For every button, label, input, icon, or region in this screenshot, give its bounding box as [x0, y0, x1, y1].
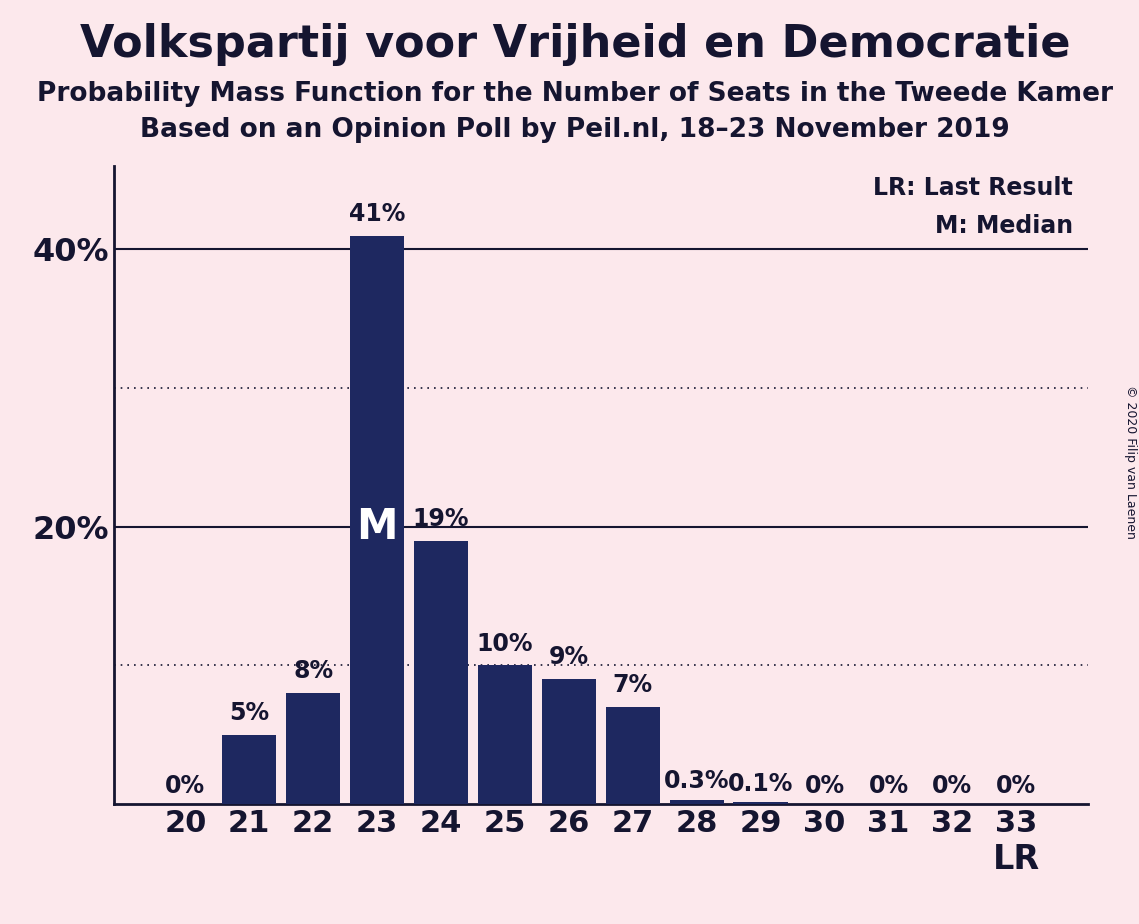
Text: 0%: 0%: [804, 774, 845, 798]
Bar: [350, 236, 404, 804]
Text: Volkspartij voor Vrijheid en Democratie: Volkspartij voor Vrijheid en Democratie: [80, 23, 1071, 67]
Bar: [670, 799, 724, 804]
Text: LR: Last Result: LR: Last Result: [874, 176, 1073, 200]
Text: M: M: [357, 505, 398, 548]
Text: Based on an Opinion Poll by Peil.nl, 18–23 November 2019: Based on an Opinion Poll by Peil.nl, 18–…: [140, 117, 1010, 143]
Text: LR: LR: [993, 843, 1040, 876]
Bar: [542, 679, 596, 804]
Text: Probability Mass Function for the Number of Seats in the Tweede Kamer: Probability Mass Function for the Number…: [38, 81, 1113, 107]
Text: 0%: 0%: [868, 774, 909, 798]
Text: © 2020 Filip van Laenen: © 2020 Filip van Laenen: [1124, 385, 1137, 539]
Text: 0.3%: 0.3%: [664, 769, 729, 793]
Text: 10%: 10%: [477, 632, 533, 656]
Bar: [222, 735, 277, 804]
Text: 8%: 8%: [293, 660, 334, 684]
Text: 0%: 0%: [997, 774, 1036, 798]
Text: 0%: 0%: [933, 774, 973, 798]
Bar: [734, 802, 788, 804]
Text: 0.1%: 0.1%: [728, 772, 794, 796]
Text: M: Median: M: Median: [935, 214, 1073, 238]
Text: 19%: 19%: [412, 507, 469, 530]
Bar: [286, 693, 341, 804]
Bar: [477, 665, 532, 804]
Text: 0%: 0%: [165, 774, 205, 798]
Text: 9%: 9%: [549, 646, 589, 669]
Text: 5%: 5%: [229, 701, 269, 724]
Bar: [606, 707, 659, 804]
Text: 7%: 7%: [613, 674, 653, 697]
Bar: [413, 541, 468, 804]
Text: 41%: 41%: [349, 202, 405, 226]
